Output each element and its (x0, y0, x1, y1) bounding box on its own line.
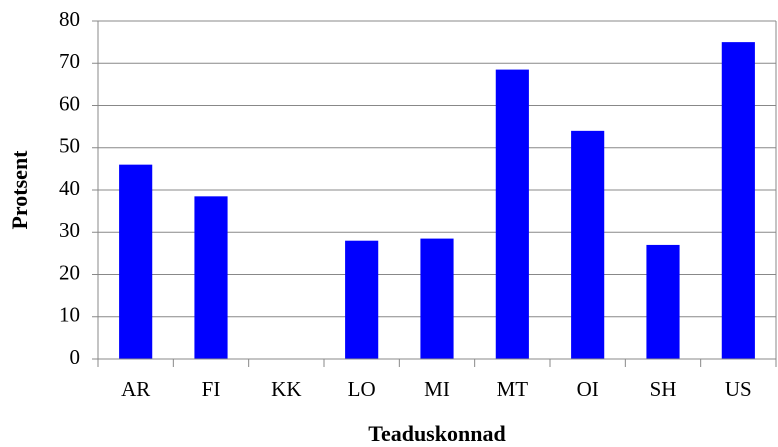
x-tick-label: MT (497, 377, 529, 401)
y-axis-title: Protsent (7, 150, 32, 230)
bar (495, 69, 529, 360)
x-axis-title: Teaduskonnad (368, 421, 505, 446)
bar (345, 240, 379, 359)
x-tick-label: MI (424, 377, 450, 401)
x-tick-label: FI (202, 377, 221, 401)
x-tick-label: OI (577, 377, 599, 401)
bar (119, 164, 153, 359)
y-tick-label: 40 (59, 176, 80, 200)
bar (571, 130, 605, 359)
x-tick-label: LO (348, 377, 376, 401)
x-tick-label: AR (121, 377, 150, 401)
bar (420, 238, 454, 359)
y-tick-label: 20 (59, 260, 80, 284)
x-tick-label: SH (650, 377, 677, 401)
x-tick-label: US (725, 377, 752, 401)
bar (646, 244, 680, 359)
y-tick-label: 80 (59, 7, 80, 31)
y-tick-label: 50 (59, 134, 80, 158)
y-tick-label: 30 (59, 218, 80, 242)
x-tick-label: KK (271, 377, 301, 401)
y-tick-label: 60 (59, 91, 80, 115)
bar (721, 42, 755, 359)
y-tick-label: 0 (70, 345, 81, 369)
bar (194, 196, 228, 359)
y-tick-label: 10 (59, 303, 80, 327)
y-tick-label: 70 (59, 49, 80, 73)
